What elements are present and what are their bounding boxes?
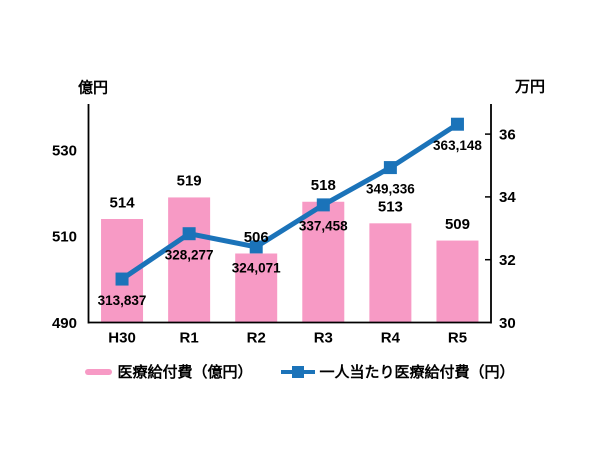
bar-value-label: 518 xyxy=(311,177,336,194)
bar-value-label: 513 xyxy=(378,199,403,216)
right-axis-tick-label: 34 xyxy=(499,189,516,206)
line-marker-H30 xyxy=(115,272,129,286)
legend-line-label: 一人当たり医療給付費（円） xyxy=(319,364,515,381)
right-axis-tick-label: 36 xyxy=(499,126,516,143)
right-axis-tick-label: 32 xyxy=(499,252,516,269)
bar-R5 xyxy=(436,240,479,323)
x-axis-category-label: R4 xyxy=(381,329,401,346)
bar-value-label: 519 xyxy=(177,173,202,190)
x-axis-category-label: H30 xyxy=(108,329,136,346)
legend-bar-label: 医療給付費（億円） xyxy=(117,364,253,381)
line-value-label: 363,148 xyxy=(433,138,482,153)
bar-value-label: 514 xyxy=(110,194,136,211)
bar-R1 xyxy=(168,197,211,323)
line-value-label: 349,336 xyxy=(366,181,415,196)
left-axis-tick-label: 530 xyxy=(52,142,77,159)
line-value-label: 313,837 xyxy=(98,293,147,308)
left-axis-tick-label: 510 xyxy=(52,229,77,246)
chart-legend: 医療給付費（億円） 一人当たり医療給付費（円） xyxy=(0,361,600,382)
line-marker-R1 xyxy=(182,227,196,241)
left-axis-tick-label: 490 xyxy=(52,315,77,332)
x-axis-category-label: R1 xyxy=(180,329,199,346)
legend-item-bar: 医療給付費（億円） xyxy=(85,361,253,382)
line-value-label: 324,071 xyxy=(232,261,281,276)
legend-line-marker-icon xyxy=(291,365,304,378)
x-axis-category-label: R3 xyxy=(314,329,333,346)
x-axis-category-label: R2 xyxy=(247,329,266,346)
legend-item-line: 一人当たり医療給付費（円） xyxy=(280,361,515,382)
bar-R2 xyxy=(235,253,278,323)
line-value-label: 328,277 xyxy=(165,247,214,262)
bar-value-label: 509 xyxy=(445,216,470,233)
left-axis-title: 億円 xyxy=(77,79,109,97)
legend-line-swatch xyxy=(280,365,315,378)
line-marker-R3 xyxy=(316,198,330,212)
line-marker-R5 xyxy=(450,117,464,131)
bar-R4 xyxy=(369,223,412,323)
line-series xyxy=(120,122,459,282)
right-axis-tick-label: 30 xyxy=(499,315,516,332)
bar-value-label: 506 xyxy=(244,229,269,246)
line-marker-R2 xyxy=(249,240,263,254)
line-marker-R4 xyxy=(383,161,397,175)
right-axis-title: 万円 xyxy=(514,78,546,96)
x-axis-category-label: R5 xyxy=(448,329,467,346)
bar-R3 xyxy=(302,201,345,323)
line-value-label: 337,458 xyxy=(299,219,348,234)
legend-bar-swatch xyxy=(85,368,113,375)
